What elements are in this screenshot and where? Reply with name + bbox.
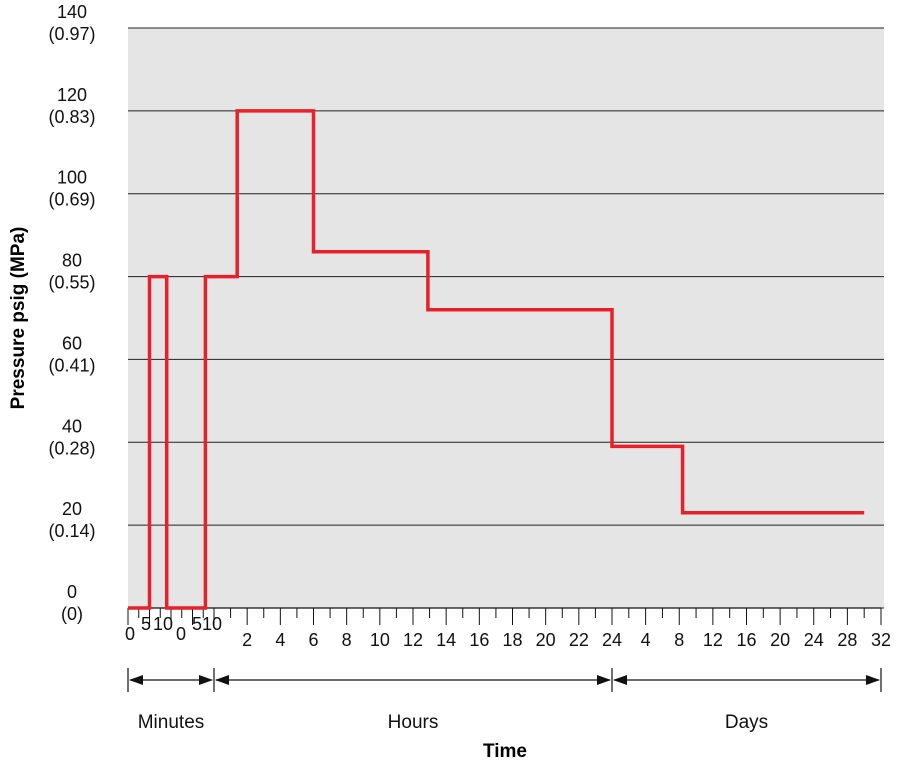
series-line	[128, 109, 865, 610]
y-tick-label: 40	[62, 416, 82, 436]
y-tick-sublabel: (0.83)	[48, 107, 95, 127]
y-tick-label: 140	[57, 2, 87, 22]
x-tick-label: 32	[871, 630, 891, 650]
arrow-head-left	[215, 675, 229, 685]
y-tick-label: 60	[62, 333, 82, 353]
arrow-head-right	[597, 675, 611, 685]
y-tick-label: 80	[62, 251, 82, 271]
y-tick-label: 100	[57, 168, 87, 188]
y-tick-label: 20	[62, 499, 82, 519]
arrow-head-right	[199, 675, 213, 685]
y-tick-sublabel: (0)	[61, 604, 83, 624]
x-tick-label: 10	[153, 614, 173, 634]
arrow-head-left	[129, 675, 143, 685]
series-layer	[128, 109, 865, 610]
x-tick-label: 24	[602, 630, 622, 650]
x-tick-label: 20	[536, 630, 556, 650]
y-tick-sublabel: (0.97)	[48, 24, 95, 44]
x-tick-label: 4	[641, 630, 651, 650]
y-tick-sublabel: (0.14)	[48, 521, 95, 541]
segment-arrows: Minutes Hours Days	[127, 668, 882, 733]
x-tick-label: 4	[275, 630, 285, 650]
x-tick-label: 2	[242, 630, 252, 650]
x-tick-label: 8	[342, 630, 352, 650]
x-tick-label: 18	[502, 630, 522, 650]
x-tick-label: 24	[804, 630, 824, 650]
y-axis-ticks: 0(0)20(0.14)40(0.28)60(0.41)80(0.55)100(…	[48, 2, 95, 624]
x-tick-label: 16	[736, 630, 756, 650]
y-axis-title: Pressure psig (MPa)	[8, 227, 29, 410]
x-tick-label: 0	[125, 624, 135, 644]
segment-label: Days	[725, 712, 768, 733]
x-tick-label: 0	[176, 624, 186, 644]
plot-background	[128, 28, 884, 608]
segment-label: Hours	[388, 712, 439, 733]
x-tick-label: 10	[370, 630, 390, 650]
x-axis: 0 5 10 0 5 102 4 6 8 10 12 14 16 18 20 22 24 4 8 12 16 20 24 28…	[125, 607, 891, 650]
y-tick-label: 120	[57, 85, 87, 105]
x-tick-label: 12	[703, 630, 723, 650]
x-tick-label: 28	[837, 630, 857, 650]
x-tick-label: 12	[403, 630, 423, 650]
arrow-head-left	[613, 675, 627, 685]
x-tick-label: 8	[674, 630, 684, 650]
x-tick-label: 14	[436, 630, 456, 650]
x-tick-label: 5	[141, 614, 151, 634]
x-tick-label: 20	[770, 630, 790, 650]
segment-label: Minutes	[138, 712, 205, 733]
x-tick-label: 6	[308, 630, 318, 650]
y-tick-sublabel: (0.55)	[48, 273, 95, 293]
y-tick-sublabel: (0.41)	[48, 355, 95, 375]
x-tick-label: 10	[202, 614, 222, 634]
x-tick-label: 16	[469, 630, 489, 650]
x-axis-title: Time	[483, 741, 527, 762]
x-tick-label: 5	[192, 614, 202, 634]
y-tick-label: 0	[67, 582, 77, 602]
y-tick-sublabel: (0.28)	[48, 438, 95, 458]
x-tick-label: 22	[569, 630, 589, 650]
arrow-head-right	[866, 675, 880, 685]
y-tick-sublabel: (0.69)	[48, 190, 95, 210]
